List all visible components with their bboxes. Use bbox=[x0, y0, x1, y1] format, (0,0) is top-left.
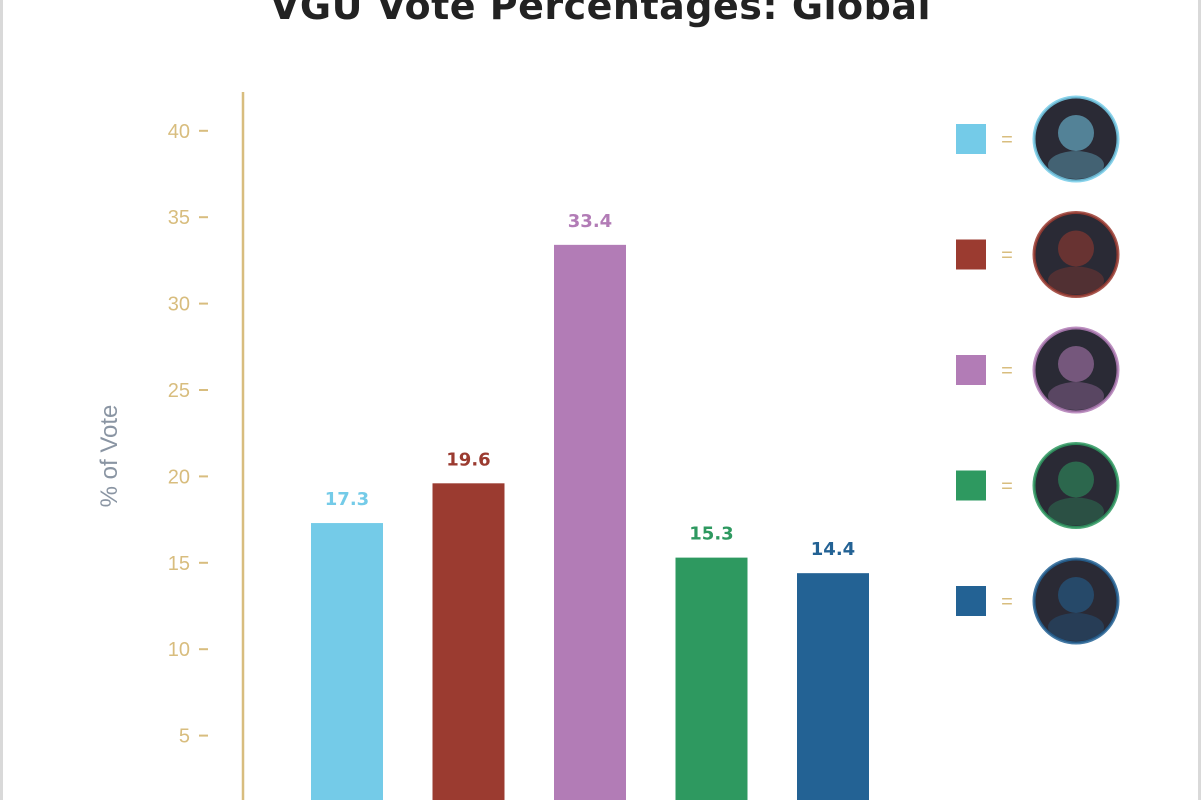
legend-swatch bbox=[956, 355, 986, 385]
bar-value-label: 15.3 bbox=[689, 524, 733, 545]
y-tick-label: 15 bbox=[168, 553, 190, 575]
y-tick-label: 30 bbox=[168, 294, 190, 316]
chart-title: VGU Vote Percentages: Global bbox=[269, 0, 932, 28]
bar bbox=[432, 483, 505, 800]
legend-equals: = bbox=[1001, 360, 1013, 382]
bar bbox=[797, 573, 869, 800]
portrait-body bbox=[1048, 497, 1104, 526]
legend-equals: = bbox=[1001, 245, 1013, 267]
portrait-ring bbox=[1032, 95, 1120, 183]
bars-layer: 17.3 19.6 33.4 15.3 14.4 bbox=[311, 211, 869, 800]
y-tick-label: 25 bbox=[168, 380, 190, 402]
portrait-body bbox=[1048, 266, 1104, 295]
legend-swatch bbox=[956, 124, 986, 154]
y-axis-title: % of Vote bbox=[96, 405, 123, 508]
legend-equals: = bbox=[1001, 591, 1013, 613]
portrait-head bbox=[1058, 115, 1094, 151]
portrait-head bbox=[1058, 230, 1094, 267]
legend-swatch bbox=[956, 239, 986, 270]
bar-value-label: 17.3 bbox=[325, 489, 369, 510]
tryndamere-portrait-icon bbox=[1032, 95, 1120, 183]
y-tick-label: 5 bbox=[179, 726, 190, 748]
kassadin-portrait-icon bbox=[1032, 557, 1120, 645]
bar bbox=[311, 523, 383, 800]
bar-value-label: 19.6 bbox=[446, 449, 490, 470]
portrait-head bbox=[1058, 346, 1094, 382]
axis-layer: 5 10 15 20 25 30 35 40 % of Vote bbox=[96, 92, 245, 800]
portrait-ring bbox=[1032, 326, 1120, 414]
portrait-head bbox=[1058, 461, 1094, 498]
bar bbox=[675, 557, 748, 800]
kennen-portrait-icon bbox=[1032, 442, 1120, 529]
y-tick-label: 20 bbox=[168, 466, 190, 488]
legend-equals: = bbox=[1001, 476, 1013, 498]
legend-equals: = bbox=[1001, 129, 1013, 151]
portrait-ring bbox=[1032, 557, 1120, 645]
portrait-body bbox=[1048, 151, 1104, 179]
chogath-portrait-icon bbox=[1032, 326, 1120, 414]
y-tick-label: 10 bbox=[168, 639, 190, 661]
portrait-head bbox=[1058, 577, 1094, 613]
portrait-ring bbox=[1032, 211, 1120, 298]
bar bbox=[554, 244, 626, 800]
portrait-ring bbox=[1032, 442, 1120, 529]
portrait-body bbox=[1048, 613, 1104, 641]
bar-value-label: 14.4 bbox=[811, 539, 855, 560]
legend-swatch bbox=[956, 470, 986, 501]
y-tick-label: 35 bbox=[168, 207, 190, 229]
portrait-body bbox=[1048, 382, 1104, 410]
shyvana-portrait-icon bbox=[1032, 211, 1120, 298]
legend-layer: = = = = = bbox=[956, 95, 1120, 645]
legend-swatch bbox=[956, 586, 986, 616]
bar-value-label: 33.4 bbox=[568, 211, 612, 232]
y-tick-label: 40 bbox=[168, 121, 190, 143]
